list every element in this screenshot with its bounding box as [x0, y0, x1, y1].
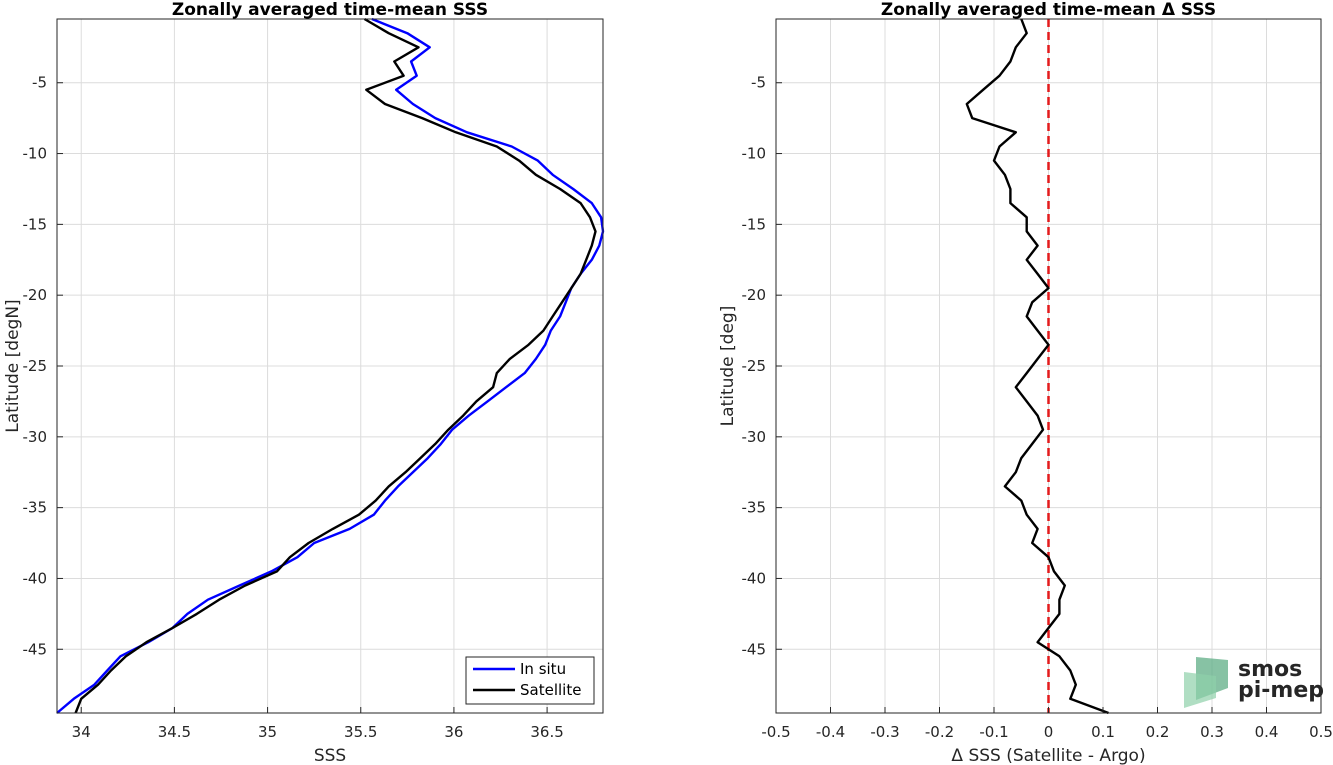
left-series-line-1: [74, 17, 597, 714]
left-ticks: 34 34.5 35 35.5 36 36.5 -5 -10 -15 -20 -25 -30 -35 -4…: [23, 74, 564, 741]
right-y-tick-label: -10: [742, 145, 767, 163]
right-x-tick-label: 0.5: [1309, 723, 1333, 741]
right-y-axis-label: Latitude [deg]: [718, 306, 738, 427]
right-series: [965, 18, 1109, 715]
right-y-tick-label: -40: [742, 569, 767, 587]
left-y-axis-label: Latitude [degN]: [3, 299, 23, 432]
logo-pimep-text: pi-mep: [1238, 678, 1324, 703]
legend-satellite-label: Satellite: [520, 681, 581, 699]
left-x-tick-label: 35.5: [344, 723, 377, 741]
legend-insitu-label: In situ: [520, 660, 566, 678]
right-x-tick-label: -0.4: [816, 723, 845, 741]
right-y-tick-label: -35: [742, 499, 767, 517]
right-y-tick-label: -20: [742, 286, 767, 304]
left-series-line-0: [56, 17, 605, 714]
right-y-tick-label: -30: [742, 428, 767, 446]
right-x-tick-label: 0.3: [1200, 723, 1224, 741]
right-y-tick-label: -15: [742, 215, 767, 233]
left-y-tick-label: -20: [23, 286, 48, 304]
left-y-tick-label: -25: [23, 357, 48, 375]
right-y-tick-label: -5: [751, 74, 766, 92]
right-y-tick-label: -25: [742, 357, 767, 375]
right-x-tick-label: -0.1: [979, 723, 1008, 741]
left-grid: [57, 19, 603, 713]
left-chart-title: Zonally averaged time-mean SSS: [172, 0, 488, 20]
smos-pi-mep-logo: smos pi-mep: [1184, 657, 1324, 708]
legend: In situ Satellite: [465, 656, 595, 705]
left-y-tick-label: -40: [23, 569, 48, 587]
left-y-tick-label: -30: [23, 428, 48, 446]
right-x-tick-label: 0.1: [1091, 723, 1115, 741]
sss-profile-chart: 34 34.5 35 35.5 36 36.5 -5 -10 -15 -20 -25 -30 -35 -4…: [3, 0, 605, 765]
logo-smos-text: smos: [1238, 657, 1302, 682]
left-x-tick-label: 36.5: [530, 723, 563, 741]
left-x-tick-label: 34: [72, 723, 91, 741]
right-x-tick-label: 0: [1044, 723, 1054, 741]
right-x-tick-label: -0.3: [870, 723, 899, 741]
logo-mark-front: [1184, 672, 1216, 708]
left-y-tick-label: -35: [23, 499, 48, 517]
right-y-tick-label: -45: [742, 640, 767, 658]
left-x-tick-label: 35: [258, 723, 277, 741]
right-x-tick-label: 0.2: [1146, 723, 1170, 741]
left-x-axis-label: SSS: [314, 746, 346, 765]
left-y-tick-label: -15: [23, 215, 48, 233]
left-y-tick-label: -45: [23, 640, 48, 658]
right-x-tick-label: 0.4: [1255, 723, 1279, 741]
left-y-tick-label: -5: [32, 74, 47, 92]
legend-box: [465, 656, 595, 705]
left-series: [56, 17, 605, 714]
left-x-tick-label: 36: [444, 723, 463, 741]
right-x-tick-label: -0.2: [925, 723, 954, 741]
left-x-tick-label: 34.5: [158, 723, 191, 741]
right-x-axis-label: Δ SSS (Satellite - Argo): [951, 746, 1145, 765]
right-ticks: -0.5 -0.4 -0.3 -0.2 -0.1 0 0.1 0.2 0.3 0.4 0.5 -5 -1…: [742, 74, 1333, 741]
right-chart-title: Zonally averaged time-mean Δ SSS: [881, 0, 1216, 20]
right-x-tick-label: -0.5: [761, 723, 790, 741]
left-y-tick-label: -10: [23, 145, 48, 163]
right-series-line-0: [965, 18, 1109, 715]
delta-sss-profile-chart: -0.5 -0.4 -0.3 -0.2 -0.1 0 0.1 0.2 0.3 0.4 0.5 -5 -1…: [718, 0, 1333, 765]
